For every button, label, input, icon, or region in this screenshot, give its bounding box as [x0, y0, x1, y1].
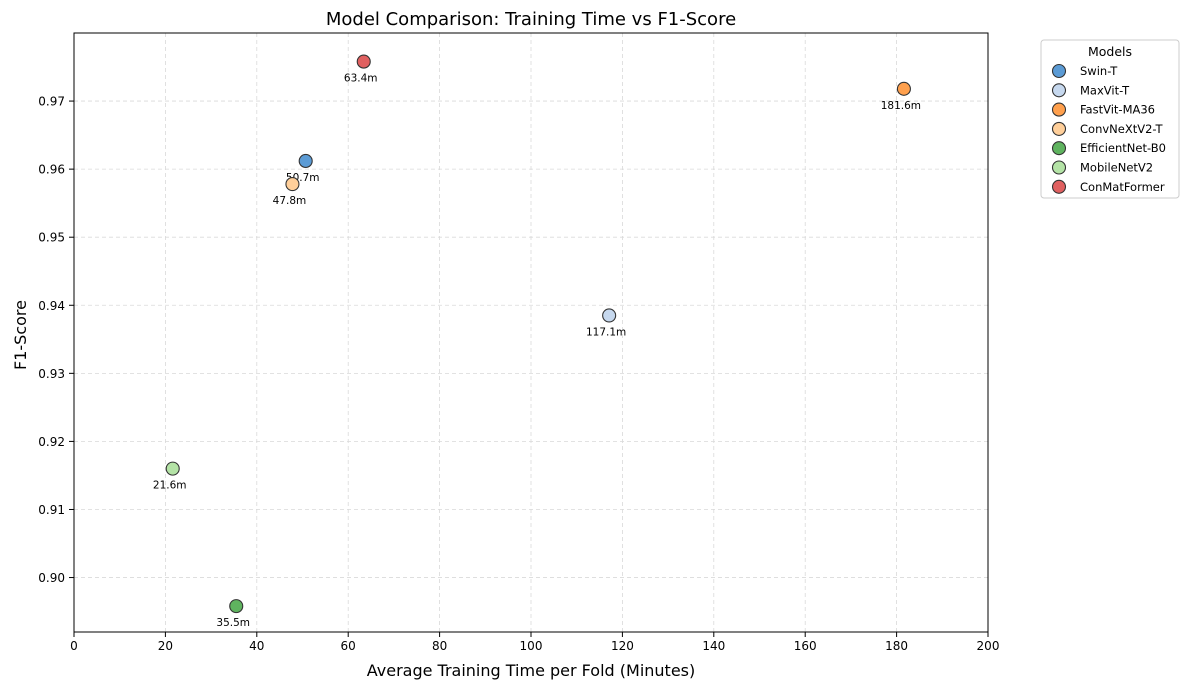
legend-entry: ConMatFormer [1080, 180, 1165, 194]
data-point [165, 461, 180, 476]
data-point [896, 81, 911, 96]
grid-lines [73, 33, 989, 632]
axis-ticks: 0 20 40 60 80 100 120 140 160 180 200 0.90 0.91 0.92 0… [38, 95, 999, 653]
data-point [229, 599, 244, 614]
data-point [356, 54, 371, 69]
x-tick-label: 80 [432, 639, 447, 653]
legend-entry: ConvNeXtV2-T [1080, 122, 1164, 136]
y-tick-label: 0.94 [38, 299, 65, 313]
legend: Models Swin-T MaxVit-T FastVit-MA36 ConvNeX… [1040, 39, 1180, 199]
legend-entry: MobileNetV2 [1080, 161, 1153, 175]
y-tick-label: 0.95 [38, 231, 65, 245]
chart-title: Model Comparison: Training Time vs F1-Sc… [326, 9, 736, 30]
x-tick-label: 60 [341, 639, 356, 653]
y-tick-label: 0.96 [38, 163, 65, 177]
legend-marker [1051, 179, 1067, 194]
data-label: 117.1m [586, 326, 626, 338]
data-point [602, 308, 617, 323]
x-tick-label: 100 [520, 639, 543, 653]
data-label: 47.8m [273, 195, 307, 207]
legend-entry: EfficientNet-B0 [1080, 141, 1166, 155]
plot-frame [73, 32, 989, 633]
legend-marker [1051, 83, 1067, 98]
legend-items: Swin-T MaxVit-T FastVit-MA36 ConvNeXtV2-T Ef… [1051, 63, 1166, 194]
data-point [298, 153, 313, 169]
legend-marker [1051, 121, 1067, 136]
x-tick-label: 20 [158, 639, 173, 653]
legend-box [1040, 39, 1180, 199]
legend-title: Models [1088, 44, 1132, 59]
legend-entry: MaxVit-T [1080, 83, 1130, 97]
x-tick-label: 160 [794, 639, 817, 653]
x-tick-label: 200 [977, 639, 1000, 653]
data-label: 63.4m [344, 73, 378, 85]
legend-marker [1051, 141, 1067, 156]
x-tick-label: 140 [702, 639, 725, 653]
y-axis-label: F1-Score [11, 300, 30, 370]
y-tick-label: 0.97 [38, 95, 65, 109]
y-tick-label: 0.92 [38, 435, 65, 449]
data-point [285, 177, 300, 192]
x-tick-label: 40 [249, 639, 264, 653]
data-label: 35.5m [216, 617, 250, 629]
x-tick-label: 0 [70, 639, 78, 653]
legend-marker [1051, 102, 1067, 117]
data-label: 21.6m [153, 480, 187, 492]
y-tick-label: 0.90 [38, 571, 65, 585]
legend-marker [1051, 160, 1067, 175]
legend-marker [1051, 63, 1067, 79]
x-tick-label: 120 [611, 639, 634, 653]
y-tick-label: 0.91 [38, 503, 65, 517]
legend-entry: Swin-T [1080, 64, 1118, 78]
y-tick-label: 0.93 [38, 367, 65, 381]
x-axis-label: Average Training Time per Fold (Minutes) [367, 661, 696, 680]
x-tick-label: 180 [885, 639, 908, 653]
legend-entry: FastVit-MA36 [1080, 103, 1155, 117]
data-label: 181.6m [881, 100, 921, 112]
